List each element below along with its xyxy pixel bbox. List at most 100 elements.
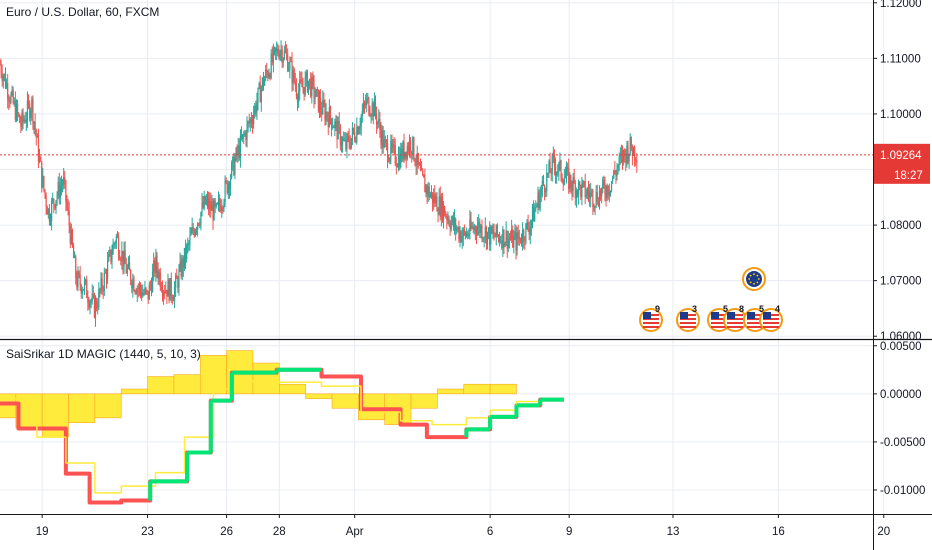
histogram-bar [173, 374, 201, 395]
candle-body [560, 160, 562, 178]
candle-body [601, 188, 603, 197]
candle-body [32, 98, 34, 125]
candle-body [520, 242, 523, 244]
event-count-label: 5 [723, 304, 728, 314]
histogram-bar [147, 376, 175, 395]
candle-body [548, 161, 550, 174]
candle-body [162, 292, 165, 296]
candle-body [222, 207, 224, 209]
candle-body [547, 172, 549, 174]
candle-body [523, 230, 525, 241]
candle-body [213, 200, 215, 221]
candle-body [492, 231, 494, 233]
us-event-icon[interactable]: 8 [723, 304, 747, 332]
candle-body [591, 190, 593, 193]
candle-body [511, 229, 513, 240]
candle-body [54, 204, 56, 209]
candle-body [501, 240, 503, 248]
candle-body [18, 113, 20, 116]
candle-body [12, 89, 14, 104]
candle-body [455, 219, 457, 231]
price-axis-tick-label: 1.07000 [880, 276, 922, 288]
candle-body [274, 47, 277, 52]
candle-body [76, 278, 78, 288]
last-price-tag: 1.09264 18:27 [874, 143, 930, 184]
candle-body [187, 243, 189, 246]
candle-body [214, 200, 216, 207]
candle-body [569, 175, 571, 189]
price-axis-tick-label: 1.11000 [880, 53, 921, 65]
candle-body [266, 69, 268, 73]
candle-body [466, 233, 468, 237]
candle-body [401, 148, 403, 159]
candle-body [189, 235, 191, 244]
candle-body [447, 218, 449, 221]
candle-body [85, 279, 87, 282]
candle-body [446, 216, 448, 221]
candle-body [423, 174, 425, 178]
histogram-bar [94, 393, 122, 419]
candle-body [356, 127, 358, 142]
candle-body [294, 81, 296, 86]
candle-body [104, 272, 106, 274]
candle-body [494, 236, 496, 238]
candle-body [462, 229, 464, 237]
candle-body [251, 122, 254, 125]
candle-body [457, 227, 459, 229]
indicator-title[interactable]: SaiSrikar 1D MAGIC (1440, 5, 10, 3) [6, 347, 201, 361]
candle-body [370, 115, 372, 117]
us-stripe-icon [711, 326, 727, 328]
candle-body [347, 134, 349, 137]
time-axis-tick-label: 16 [772, 526, 785, 538]
candle-body [245, 132, 247, 141]
candle-body [337, 121, 339, 140]
main-series-title[interactable]: Euro / U.S. Dollar, 60, FXCM [6, 5, 159, 19]
candle-body [43, 176, 45, 190]
price-pane[interactable] [0, 40, 873, 327]
candle-body [227, 183, 229, 194]
candle-body [620, 152, 623, 156]
candle-body [10, 94, 12, 103]
candle-body [596, 191, 598, 203]
candle-body [630, 137, 632, 150]
us-event-icon[interactable]: 4 [759, 304, 783, 332]
candle-body [529, 226, 531, 235]
candle-body [463, 229, 466, 233]
candle-body [0, 64, 2, 74]
candle-body [282, 58, 284, 63]
candle-body [551, 155, 553, 174]
candle-body [408, 140, 411, 151]
candle-body [102, 289, 104, 291]
us-event-icon[interactable]: 9 [639, 304, 663, 332]
candle-body [314, 96, 316, 99]
economic-events[interactable]: 9 3 5 8 5 4 [639, 267, 783, 332]
candle-body [430, 192, 433, 195]
candle-body [143, 293, 145, 295]
candle-body [167, 280, 169, 297]
indicator-pane[interactable] [0, 350, 564, 505]
candle-body [33, 122, 35, 125]
us-event-icon[interactable]: 3 [676, 304, 700, 332]
candle-body [247, 121, 249, 125]
histogram-bar [331, 393, 359, 409]
candle-body [132, 278, 134, 289]
histogram-bar [305, 393, 333, 399]
candle-body [226, 181, 228, 194]
time-axis[interactable]: 19 23 26 28 Apr 6 9 13 16 20 [36, 514, 890, 538]
candle-body [570, 175, 572, 187]
candle-body [363, 102, 366, 104]
eu-event-icon[interactable] [742, 267, 766, 291]
candle-body [19, 115, 21, 123]
candle-body [456, 228, 458, 231]
candle-body [180, 261, 182, 277]
candle-body [71, 230, 74, 246]
candle-body [607, 185, 609, 196]
candle-body [63, 177, 65, 184]
histogram-bar [252, 362, 280, 395]
candle-body [365, 103, 367, 106]
candle-body [305, 71, 307, 78]
candle-body [526, 222, 528, 224]
candle-body [373, 99, 375, 117]
indicator-axis[interactable]: 0.00500 0.00000 -0.00500 -0.01000 [873, 341, 925, 497]
